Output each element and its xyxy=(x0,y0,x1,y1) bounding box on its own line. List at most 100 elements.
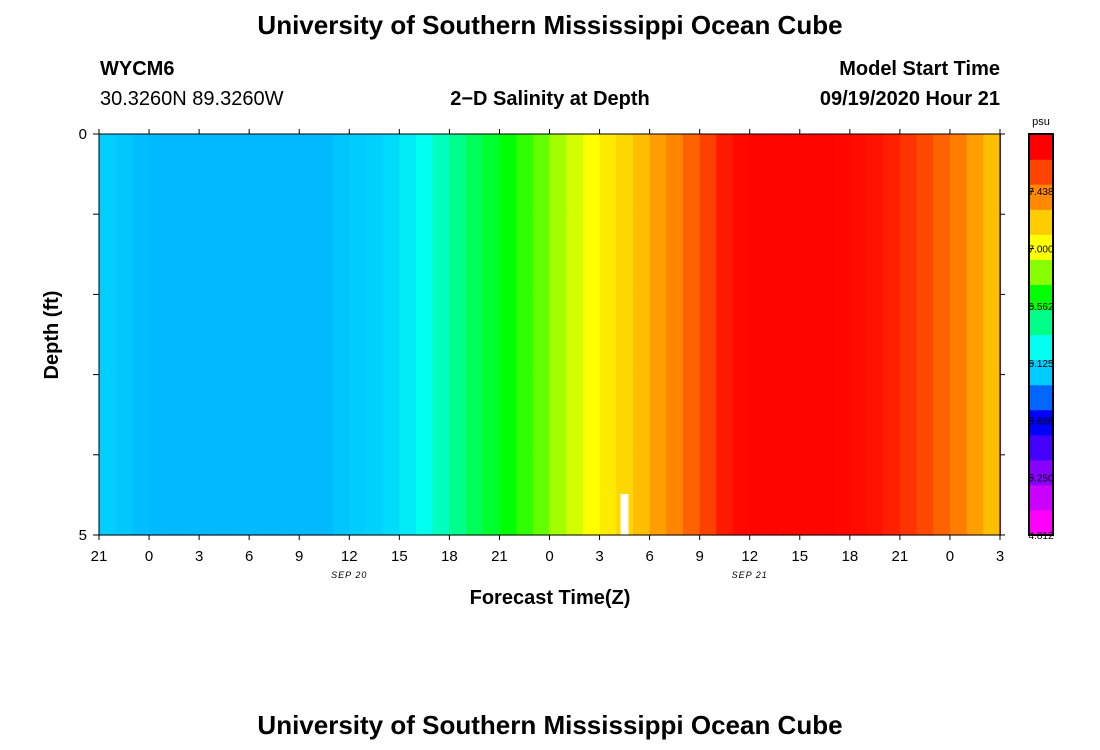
heatmap-cell xyxy=(115,134,133,215)
heatmap-cell xyxy=(499,214,517,295)
heatmap-cell xyxy=(566,214,584,295)
heatmap-cell xyxy=(766,374,784,456)
heatmap-cell xyxy=(532,134,551,215)
heatmap-cell xyxy=(349,294,367,376)
heatmap-cell xyxy=(582,134,601,215)
heatmap-cell xyxy=(632,454,651,536)
heatmap-cell xyxy=(232,374,250,456)
y-axis: 05 xyxy=(79,126,1005,544)
heatmap-cell xyxy=(783,134,801,215)
heatmap-cell xyxy=(783,374,801,456)
colorbar-unit: psu xyxy=(1032,116,1050,128)
heatmap-cell xyxy=(349,134,367,215)
colorbar-segment xyxy=(1029,384,1053,411)
heatmap-cell xyxy=(733,454,751,536)
heatmap-cell xyxy=(149,294,167,376)
heatmap-cell xyxy=(766,294,784,376)
footer-title: University of Southern Mississippi Ocean… xyxy=(257,710,842,740)
x-tick-label: 3 xyxy=(195,548,203,565)
heatmap-cell xyxy=(549,214,567,295)
heatmap-cell xyxy=(866,134,884,215)
heatmap-cell xyxy=(149,214,167,295)
heatmap-cell xyxy=(833,454,851,536)
heatmap-cell xyxy=(99,454,117,536)
heatmap-cell xyxy=(315,454,334,536)
heatmap-cell xyxy=(165,454,184,536)
x-tick-label: 9 xyxy=(695,548,703,565)
heatmap-cell xyxy=(816,134,834,215)
x-tick-label: 21 xyxy=(491,548,508,565)
colorbar-segment xyxy=(1029,409,1053,436)
heatmap-cell xyxy=(716,454,734,536)
heatmap-cell xyxy=(966,294,984,376)
heatmap-cell xyxy=(399,374,417,456)
colorbar-segment xyxy=(1029,334,1053,361)
heatmap-cell xyxy=(733,294,751,376)
heatmap-cell xyxy=(215,134,234,215)
x-tick-label: 9 xyxy=(295,548,303,565)
heatmap-cell xyxy=(549,134,567,215)
heatmap-cell xyxy=(416,134,434,215)
heatmap-cell xyxy=(816,214,834,295)
heatmap-cell xyxy=(749,374,768,456)
colorbar-segment xyxy=(1029,209,1053,235)
heatmap-cell xyxy=(916,134,934,215)
heatmap-cell xyxy=(799,294,818,376)
heatmap-cell xyxy=(349,374,367,456)
heatmap-cell xyxy=(416,214,434,295)
heatmap-cell xyxy=(182,214,200,295)
heatmap-cell xyxy=(883,294,901,376)
heatmap-cell xyxy=(866,374,884,456)
heatmap-cell xyxy=(449,374,467,456)
y-axis-label: Depth (ft) xyxy=(41,291,63,380)
heatmap-cell xyxy=(282,294,300,376)
heatmap-cell xyxy=(916,454,934,536)
heatmap-cell xyxy=(215,214,234,295)
heatmap-cell xyxy=(949,374,968,456)
heatmap-cell xyxy=(649,134,667,215)
heatmap-cell xyxy=(899,454,918,536)
heatmap-cell xyxy=(315,374,334,456)
heatmap-cell xyxy=(816,374,834,456)
heatmap-cell xyxy=(866,454,884,536)
heatmap-cell xyxy=(482,374,501,456)
heatmap-cell xyxy=(299,214,317,295)
heatmap-cell xyxy=(849,214,868,295)
heatmap-cell xyxy=(766,454,784,536)
x-tick-label: 6 xyxy=(245,548,253,565)
heatmap-cell xyxy=(866,214,884,295)
x-tick-label: 3 xyxy=(996,548,1004,565)
heatmap-cell xyxy=(616,374,634,456)
y-tick-label: 5 xyxy=(79,527,87,544)
heatmap-cell xyxy=(399,294,417,376)
heatmap-cell xyxy=(232,134,250,215)
heatmap-cell xyxy=(866,294,884,376)
heatmap-cell xyxy=(199,214,217,295)
heatmap-cell xyxy=(99,134,117,215)
colorbar-tick-label: 5.250 xyxy=(1028,474,1053,485)
heatmap-cell xyxy=(599,374,617,456)
heatmap-cell xyxy=(699,454,717,536)
colorbar-segment xyxy=(1029,259,1053,285)
heatmap-cell xyxy=(632,374,651,456)
heatmap-cell xyxy=(883,454,901,536)
heatmap-cell xyxy=(983,214,1001,295)
x-tick-label: 18 xyxy=(841,548,858,565)
heatmap-cell xyxy=(149,134,167,215)
heatmap-cell xyxy=(883,214,901,295)
heatmap-cell xyxy=(199,454,217,536)
heatmap-cell xyxy=(833,374,851,456)
x-tick-label: 21 xyxy=(91,548,108,565)
heatmap-cell xyxy=(532,214,551,295)
colorbar-tick-label: 4.812 xyxy=(1028,531,1053,542)
heatmap-cell xyxy=(849,454,868,536)
colorbar-segment xyxy=(1029,159,1053,185)
heatmap-cell xyxy=(315,134,334,215)
heatmap-cell xyxy=(165,214,184,295)
heatmap-cell xyxy=(482,214,501,295)
heatmap-cell xyxy=(966,134,984,215)
heatmap-cell xyxy=(933,454,951,536)
heatmap-cell xyxy=(516,374,534,456)
heatmap-cell xyxy=(249,134,267,215)
x-tick-label: 12 xyxy=(341,548,358,565)
